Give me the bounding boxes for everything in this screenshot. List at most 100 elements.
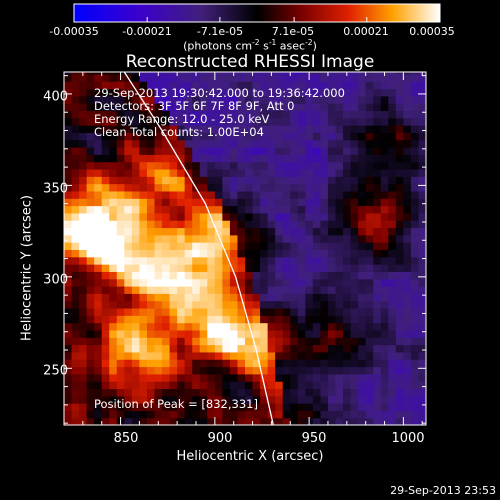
heatmap-cell <box>350 73 359 82</box>
colorbar-tick-label: 7.1e-05 <box>271 25 315 38</box>
heatmap-cell <box>380 381 389 390</box>
heatmap-cell <box>162 366 171 375</box>
heatmap-cell <box>64 337 73 346</box>
heatmap-cell <box>410 95 420 104</box>
heatmap-cell <box>410 351 420 360</box>
heatmap-cell <box>327 212 337 221</box>
heatmap-cell <box>71 351 80 360</box>
heatmap-cell <box>229 139 239 148</box>
heatmap-cell <box>214 176 223 185</box>
heatmap-cell <box>86 403 95 411</box>
heatmap-cell <box>350 381 359 390</box>
heatmap-cell <box>71 227 80 236</box>
heatmap-cell <box>154 183 163 192</box>
heatmap-cell <box>207 103 216 112</box>
heatmap-cell <box>275 81 284 90</box>
heatmap-cell <box>237 73 246 82</box>
heatmap-cell <box>373 117 382 126</box>
heatmap-cell <box>252 300 261 309</box>
heatmap-cell <box>109 161 118 170</box>
heatmap-cell <box>79 264 88 272</box>
heatmap-cell <box>380 344 389 353</box>
heatmap-cell <box>222 417 231 425</box>
heatmap-cell <box>154 139 163 148</box>
heatmap-cell <box>312 146 322 155</box>
heatmap-cell <box>365 125 374 133</box>
heatmap-cell <box>177 381 186 390</box>
heatmap-cell <box>358 190 367 199</box>
heatmap-cell <box>64 315 73 324</box>
heatmap-cell <box>146 322 156 331</box>
heatmap-cell <box>192 73 201 82</box>
heatmap-cell <box>199 103 208 112</box>
heatmap-cell <box>79 176 88 185</box>
heatmap-cell <box>358 227 367 236</box>
heatmap-cell <box>139 72 148 75</box>
heatmap-cell <box>71 271 80 280</box>
heatmap-cell <box>358 373 367 382</box>
heatmap-cell <box>124 359 133 368</box>
heatmap-cell <box>245 366 254 375</box>
heatmap-cell <box>131 205 141 214</box>
heatmap-cell <box>101 205 110 214</box>
heatmap-cell <box>64 227 73 236</box>
heatmap-cell <box>169 205 178 214</box>
heatmap-cell <box>207 72 216 75</box>
heatmap-cell <box>395 168 404 177</box>
heatmap-cell <box>124 388 133 397</box>
heatmap-cell <box>335 110 344 119</box>
heatmap-cell <box>327 72 337 75</box>
heatmap-cell <box>335 139 344 148</box>
heatmap-cell <box>297 271 306 280</box>
heatmap-cell <box>410 205 420 214</box>
heatmap-cell <box>343 161 352 170</box>
heatmap-cell <box>192 381 201 390</box>
heatmap-cell <box>350 278 359 287</box>
heatmap-cell <box>327 293 337 302</box>
heatmap-cell <box>327 403 337 411</box>
heatmap-cell <box>199 278 208 287</box>
heatmap-cell <box>154 95 163 104</box>
heatmap-cell <box>192 359 201 368</box>
heatmap-cell <box>94 322 103 331</box>
heatmap-cell <box>86 190 95 199</box>
heatmap-cell <box>101 285 110 294</box>
heatmap-cell <box>199 73 208 82</box>
heatmap-cell <box>207 242 216 251</box>
heatmap-cell <box>214 110 223 119</box>
heatmap-cell <box>222 168 231 177</box>
heatmap-cell <box>410 212 420 221</box>
heatmap-cell <box>358 176 367 185</box>
heatmap-cell <box>275 293 284 302</box>
heatmap-cell <box>373 73 382 82</box>
heatmap-cell <box>403 227 412 236</box>
heatmap-cell <box>139 154 148 163</box>
heatmap-cell <box>139 410 148 419</box>
heatmap-cell <box>237 198 246 207</box>
heatmap-cell <box>124 249 133 258</box>
heatmap-cell <box>365 88 374 97</box>
heatmap-cell <box>365 154 374 163</box>
heatmap-cell <box>64 351 73 360</box>
heatmap-cell <box>365 117 374 126</box>
heatmap-cell <box>290 132 299 141</box>
heatmap-cell <box>184 198 193 207</box>
heatmap-cell <box>139 161 148 170</box>
heatmap-cell <box>365 161 374 170</box>
heatmap-cell <box>358 388 367 397</box>
heatmap-cell <box>199 359 208 368</box>
heatmap-cell <box>169 103 178 112</box>
heatmap-cell <box>312 132 322 141</box>
heatmap-cell <box>184 220 193 229</box>
heatmap-cell <box>403 300 412 309</box>
heatmap-cell <box>252 388 261 397</box>
heatmap-cell <box>177 403 186 411</box>
heatmap-cell <box>162 278 171 287</box>
heatmap-cell <box>282 395 291 404</box>
heatmap-cell <box>343 315 352 324</box>
heatmap-cell <box>131 73 141 82</box>
heatmap-cell <box>373 139 382 148</box>
heatmap-cell <box>79 198 88 207</box>
heatmap-cell <box>207 300 216 309</box>
heatmap-cell <box>64 198 73 207</box>
